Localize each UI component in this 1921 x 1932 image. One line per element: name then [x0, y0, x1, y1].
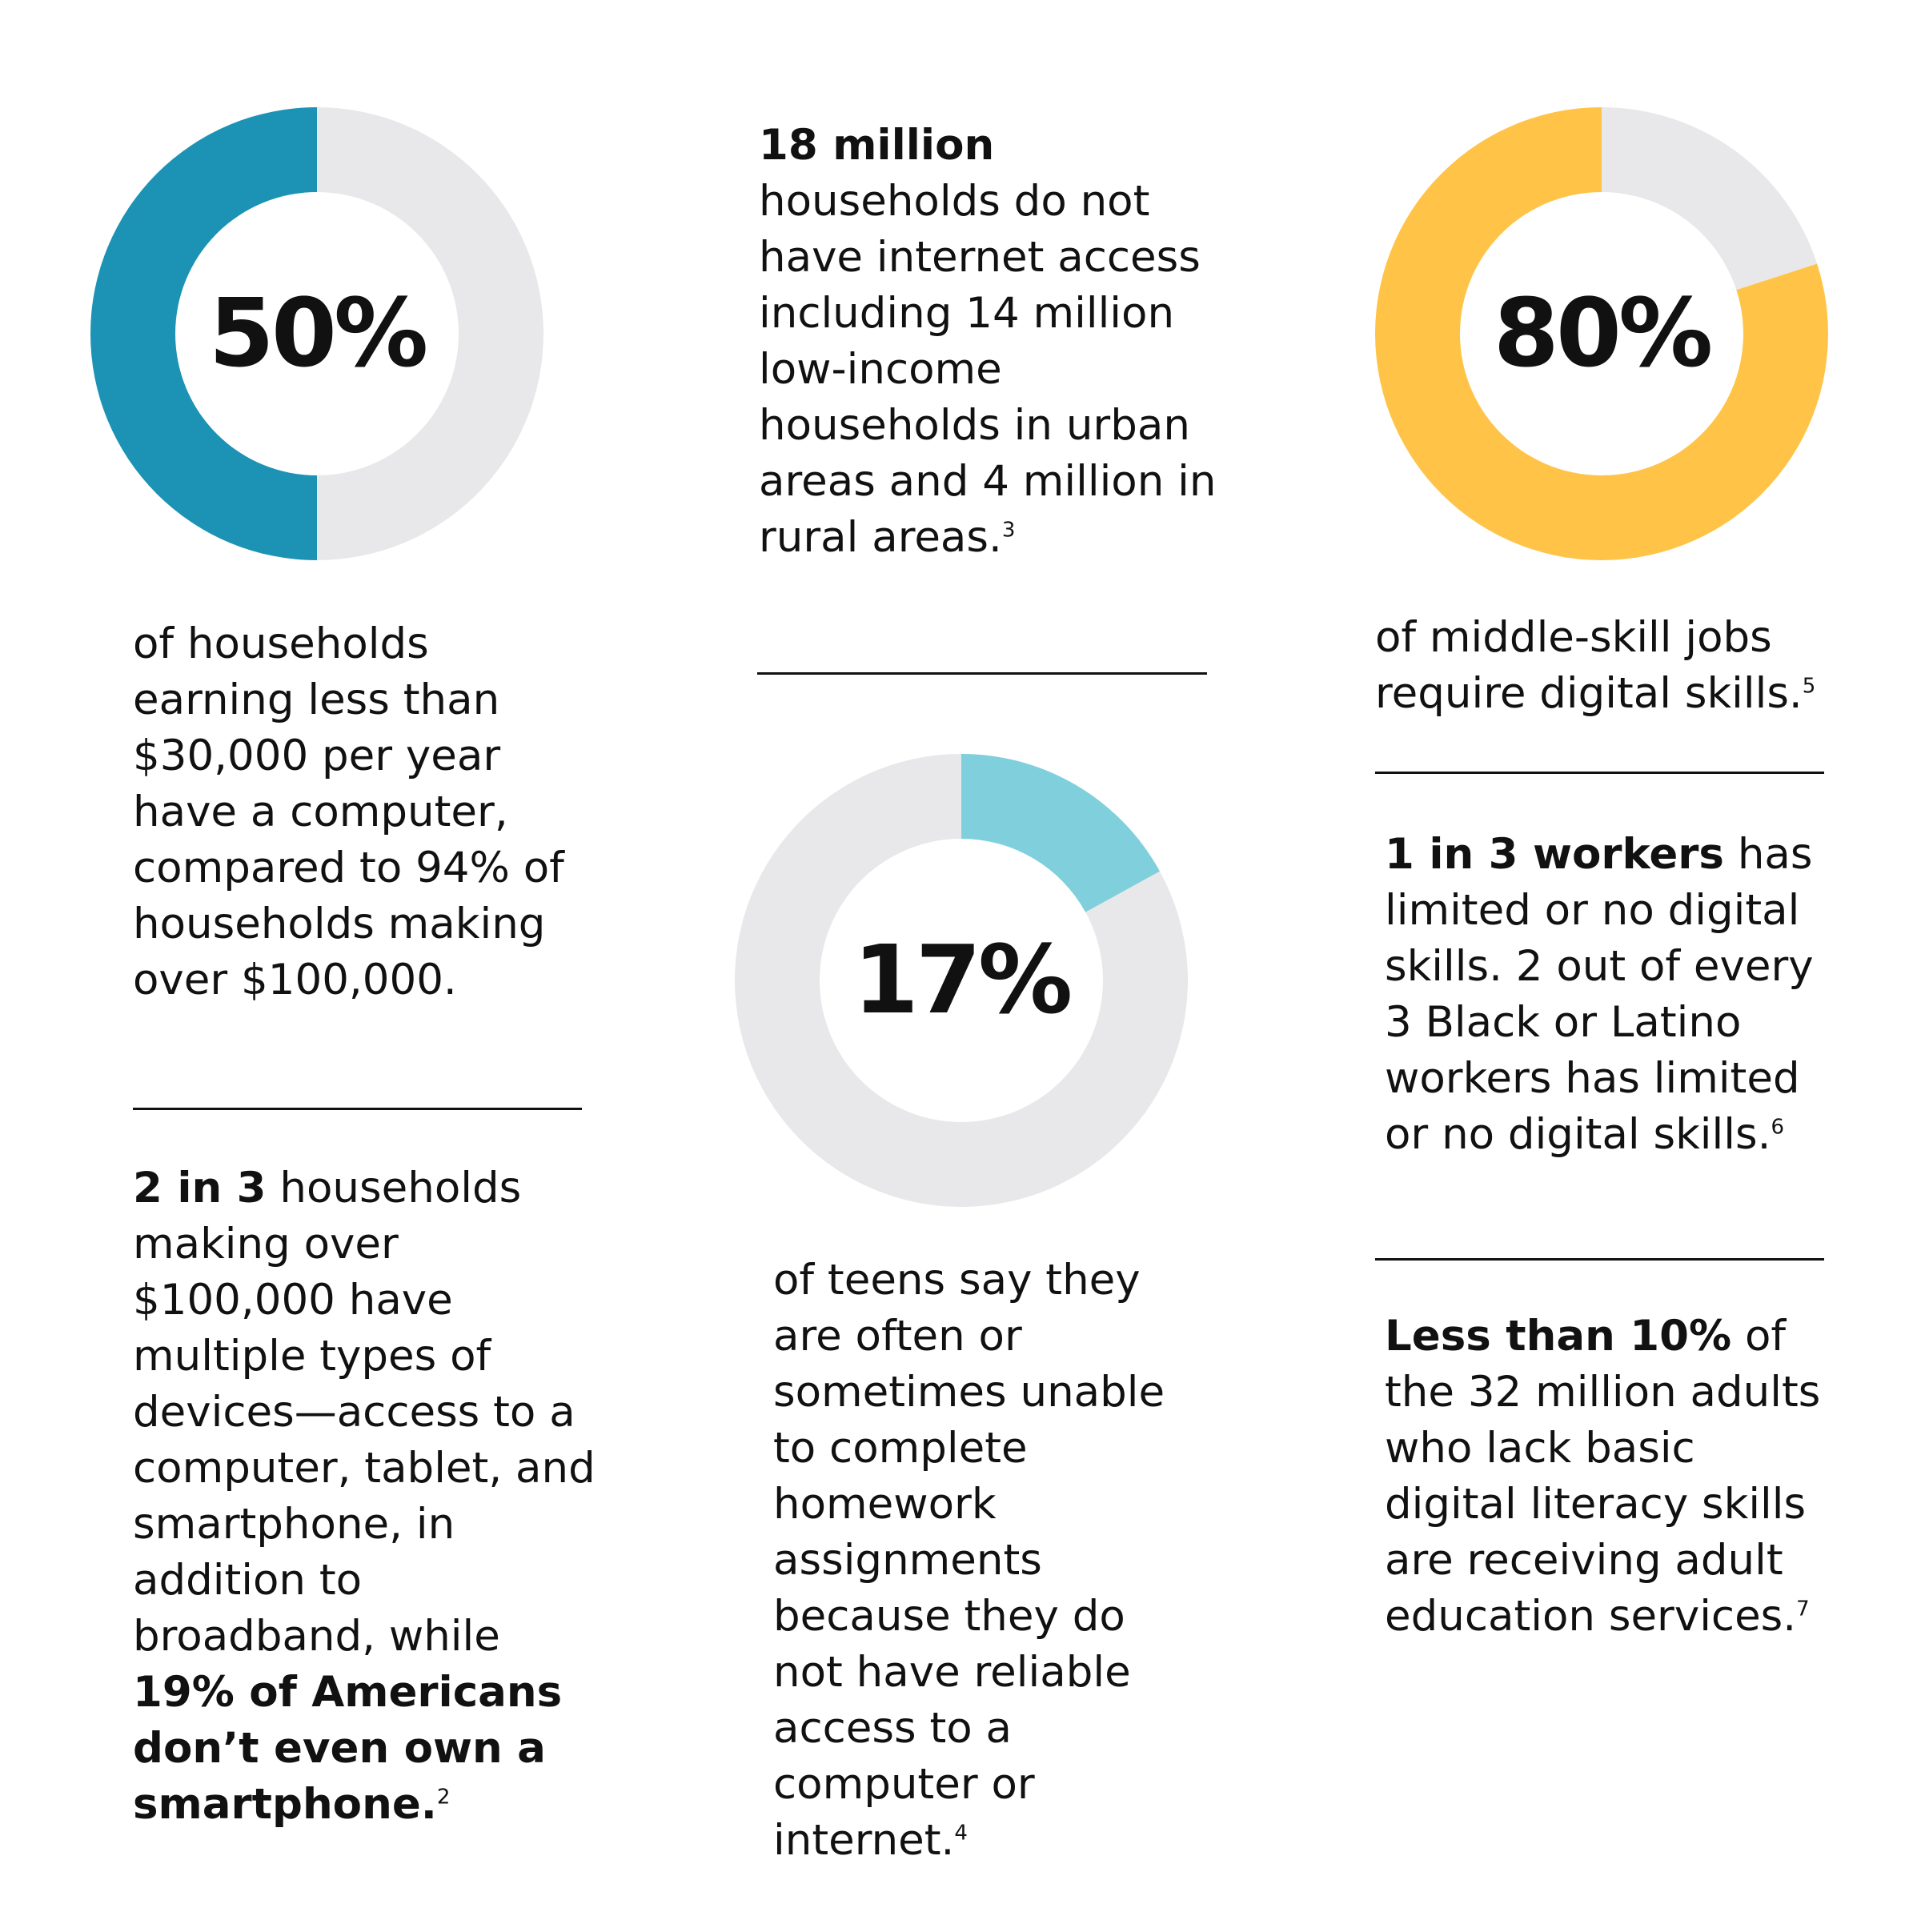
- donut-chart-17: 17%: [735, 754, 1188, 1207]
- donut-value-segment: [1375, 107, 1828, 560]
- devices-lead: 2 in 3: [133, 1164, 267, 1213]
- middle-skill-jobs-caption: of middle-skill jobs require digital ski…: [1375, 610, 1871, 722]
- teens-body: of teens say they are often or sometimes…: [773, 1256, 1165, 1865]
- devices-body: households making over $100,000 have mul…: [133, 1164, 596, 1661]
- donut-track-segment: [317, 107, 543, 560]
- donut-track-segment: [735, 754, 1188, 1207]
- donut-chart-50: 50%: [90, 107, 543, 560]
- donut-value-segment: [961, 754, 1160, 912]
- workers-skills-text: 1 in 3 workers has limited or no digital…: [1385, 827, 1833, 1163]
- divider-col3-top: [1375, 772, 1824, 774]
- donut-percent-label: 50%: [209, 278, 426, 388]
- donut-track-segment: [1602, 107, 1818, 291]
- donut-percent-label: 80%: [1494, 278, 1710, 388]
- adults-literacy-text: Less than 10% of the 32 million adults w…: [1385, 1309, 1833, 1645]
- adults-footnote: 7: [1796, 1597, 1810, 1621]
- donut-percent-label: 17%: [853, 924, 1070, 1035]
- households-footnote: 3: [1001, 518, 1016, 543]
- households-lead: 18 million: [759, 121, 995, 170]
- donut-chart-80: 80%: [1375, 107, 1828, 560]
- divider-col3-bottom: [1375, 1258, 1824, 1261]
- workers-footnote: 6: [1771, 1115, 1784, 1140]
- divider-col2: [757, 672, 1207, 675]
- households-computer-caption: of households earning less than $30,000 …: [133, 619, 564, 1004]
- jobs-footnote: 5: [1802, 674, 1816, 699]
- workers-body: has limited or no digital skills. 2 out …: [1385, 830, 1814, 1159]
- adults-body: of the 32 million adults who lack basic …: [1385, 1312, 1821, 1641]
- households-body: households do not have internet access i…: [759, 177, 1217, 562]
- devices-footnote: 2: [436, 1785, 451, 1810]
- teens-homework-caption: of teens say they are often or sometimes…: [773, 1253, 1205, 1869]
- adults-lead: Less than 10%: [1385, 1312, 1732, 1361]
- teens-footnote: 4: [954, 1821, 968, 1846]
- jobs-body: of middle-skill jobs require digital ski…: [1375, 613, 1803, 718]
- workers-lead: 1 in 3 workers: [1385, 830, 1724, 879]
- donut-value-segment: [90, 107, 317, 560]
- devices-bold-end: 19% of Americans don’t even own a smartp…: [133, 1668, 563, 1829]
- divider-col1: [133, 1108, 582, 1110]
- devices-text: 2 in 3 households making over $100,000 h…: [133, 1160, 597, 1833]
- households-internet-text: 18 million households do not have interne…: [759, 118, 1223, 566]
